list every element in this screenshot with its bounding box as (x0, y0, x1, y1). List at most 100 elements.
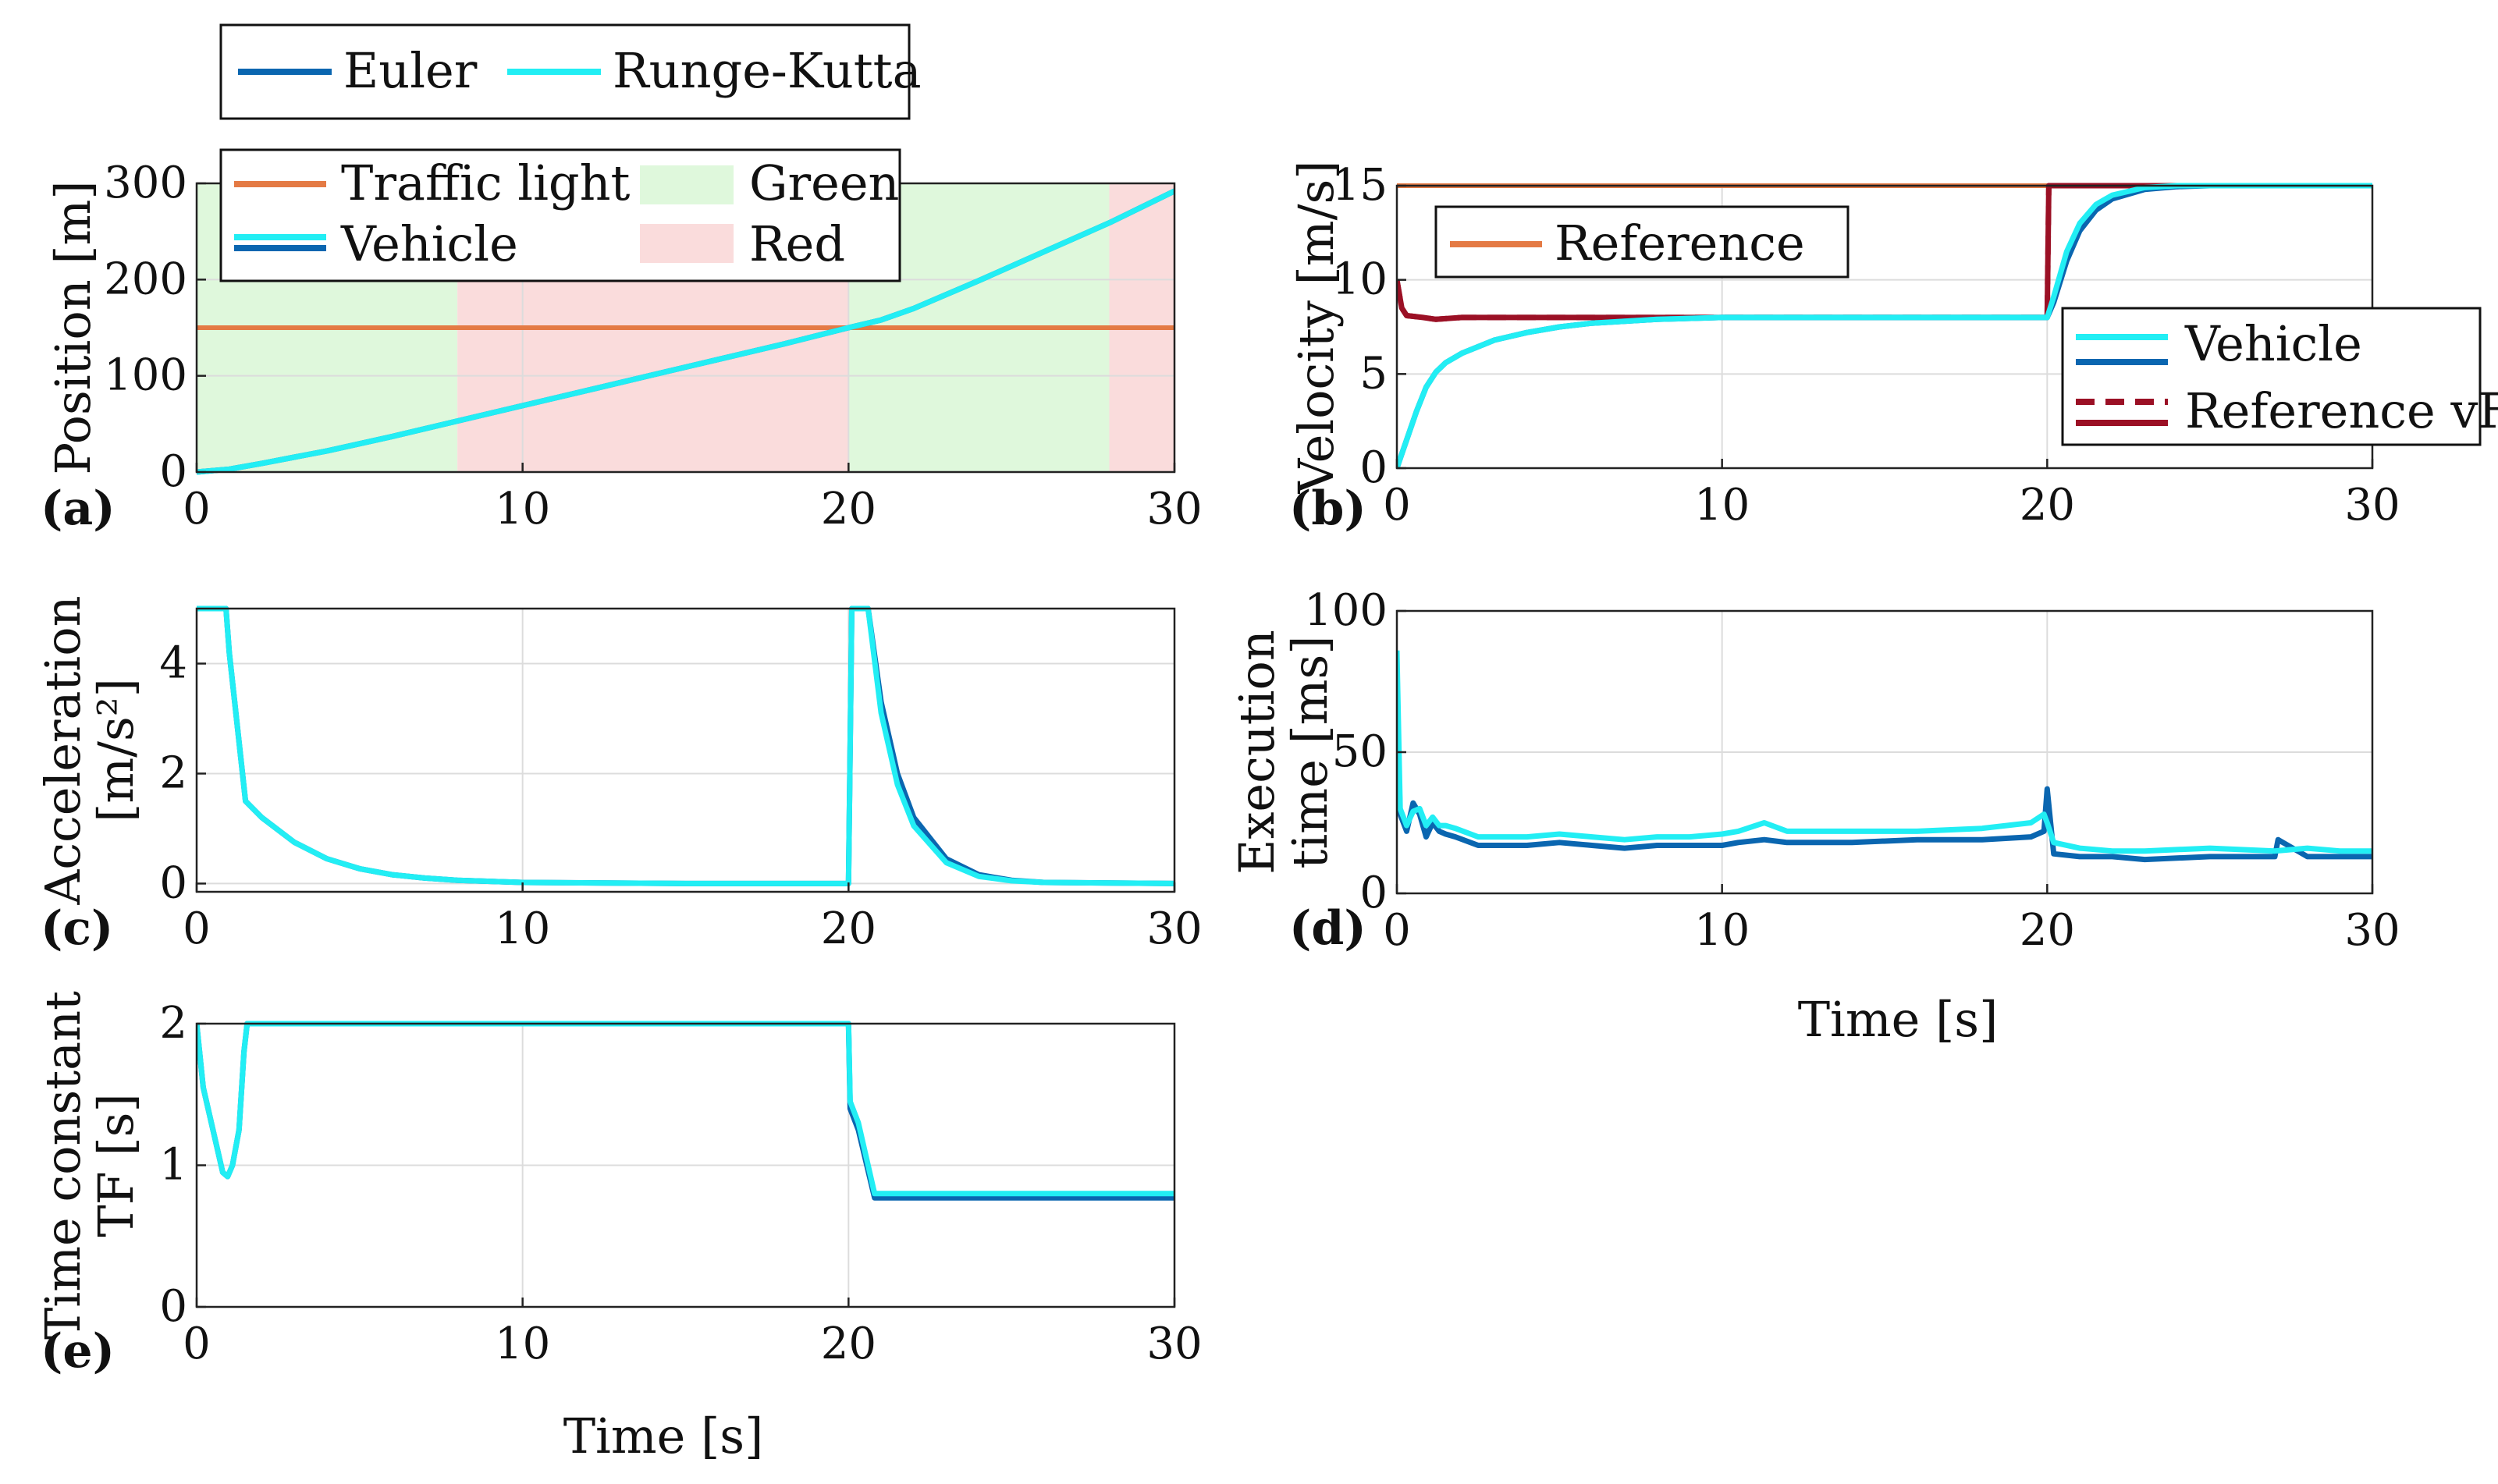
y-axis-label-line: TF [s] (87, 1093, 144, 1237)
y-tick-label: 10 (1332, 254, 1388, 305)
y-tick-label: 0 (159, 446, 187, 497)
x-tick-label: 30 (2344, 480, 2400, 531)
x-tick-label: 30 (1146, 1319, 1202, 1369)
y-tick-label: 300 (104, 158, 187, 208)
legend-rk-label: Runge-Kutta (613, 42, 922, 99)
panel-label: (b) (1289, 481, 1366, 536)
legend-vehicle-label: Vehicle (340, 215, 518, 272)
x-tick-label: 0 (183, 904, 211, 954)
y-tick-label: 0 (1359, 442, 1388, 493)
y-tick-label: 4 (159, 637, 187, 688)
euler-line (197, 1021, 1174, 1201)
grid (197, 609, 1174, 892)
legend-reference-label: Reference (1555, 215, 1805, 272)
y-axis-label-line: Acceleration (34, 595, 91, 905)
y-axis-label: Velocity [m/s] (1288, 160, 1345, 494)
y-tick-label: 100 (1304, 585, 1388, 636)
series (197, 1021, 1174, 1201)
legend-vehicle-label: Vehicle (2184, 315, 2362, 372)
y-tick-label: 100 (104, 350, 187, 401)
legend-reference-vf-label: Reference vF (2185, 382, 2498, 439)
y-axis-label-line: Velocity [m/s] (1288, 160, 1345, 494)
panel-label: (e) (41, 1324, 115, 1379)
x-tick-label: 0 (1383, 480, 1411, 531)
panel-b-vehicle-legend: Vehicle Reference vF (2061, 307, 2498, 446)
y-tick-label: 50 (1332, 726, 1388, 777)
x-tick-label: 20 (821, 1319, 876, 1369)
y-tick-label: 1 (159, 1140, 187, 1191)
panel-c: 0 10 20 30 0 2 4 Acceleration[m/s²] (c) (34, 595, 1203, 956)
legend-red-label: Red (749, 215, 845, 272)
y-axis-label: Position [m] (44, 180, 101, 474)
x-tick-label: 10 (1694, 905, 1750, 956)
series (197, 605, 1174, 886)
series (1397, 650, 2372, 863)
series (197, 188, 1174, 475)
legend-green-label: Green (749, 154, 899, 211)
ticks: 0 10 20 30 0 5 10 15 (1332, 160, 2400, 531)
x-tick-label: 20 (821, 484, 876, 534)
y-tick-label: 0 (159, 857, 187, 908)
x-tick-label: 30 (1146, 904, 1202, 954)
y-tick-label: 2 (159, 747, 187, 798)
y-axis-label-line: Position [m] (44, 180, 101, 474)
x-tick-label: 0 (183, 484, 211, 534)
rk-line (1397, 650, 2372, 854)
panel-b: 0 10 20 30 0 5 10 15 Velocity [m/s] (b) Referen… (1288, 160, 2498, 536)
legend-traffic-light-label: Traffic light (341, 154, 631, 211)
x-tick-label: 0 (183, 1319, 211, 1369)
global-legend: Euler Runge-Kutta (219, 23, 922, 120)
grid (197, 1024, 1174, 1307)
y-tick-label: 0 (1359, 868, 1388, 918)
x-tick-label: 0 (1383, 905, 1411, 956)
axes-frame (195, 607, 1176, 893)
y-axis-label-line: Execution (1228, 630, 1285, 875)
x-tick-label: 20 (821, 904, 876, 954)
x-tick-label: 30 (1146, 484, 1202, 534)
rk-line (197, 605, 1174, 886)
rk-line (197, 188, 1174, 475)
ticks: 0 10 20 30 0 2 4 (159, 637, 1202, 954)
panel-label: (d) (1289, 901, 1366, 956)
vehicle-rk-line (1397, 183, 2372, 470)
panel-a-legend: Traffic light Vehicle Green Red (219, 148, 901, 282)
ticks: 0 10 20 30 0 1 2 (159, 998, 1202, 1369)
x-tick-label: 10 (495, 484, 550, 534)
euler-line (197, 605, 1174, 886)
euler-line (1397, 695, 2372, 863)
y-tick-label: 200 (104, 254, 187, 304)
rk-line (197, 1021, 1174, 1197)
y-tick-label: 2 (159, 998, 187, 1049)
reference-vf-line (1397, 183, 2372, 322)
x-tick-label: 30 (2344, 905, 2400, 956)
panel-label: (c) (41, 901, 113, 956)
x-tick-label: 10 (1694, 480, 1750, 531)
legend-green-swatch (640, 165, 734, 204)
y-axis-label-line: Time constant (34, 991, 91, 1340)
x-axis-label-right: Time [s] (1798, 991, 1999, 1048)
y-tick-label: 5 (1359, 348, 1388, 399)
y-axis-label: Acceleration[m/s²] (34, 595, 144, 905)
y-axis-label-line: time [ms] (1281, 636, 1338, 869)
panel-label: (a) (41, 481, 115, 536)
x-tick-label: 10 (495, 904, 550, 954)
legend-red-swatch (640, 224, 734, 263)
panel-b-reference-legend: Reference (1434, 205, 1850, 279)
x-axis-label-left: Time [s] (563, 1408, 764, 1464)
x-tick-label: 20 (2020, 480, 2075, 531)
ticks: 0 10 20 30 0 50 100 (1304, 585, 2400, 956)
legend-euler-label: Euler (343, 42, 478, 99)
x-tick-label: 10 (495, 1319, 550, 1369)
x-tick-label: 20 (2020, 905, 2075, 956)
panel-a-legend-box (219, 148, 901, 282)
y-tick-label: 0 (159, 1281, 187, 1332)
y-axis-label-line: [m/s²] (87, 678, 144, 822)
y-tick-label: 15 (1332, 160, 1388, 211)
